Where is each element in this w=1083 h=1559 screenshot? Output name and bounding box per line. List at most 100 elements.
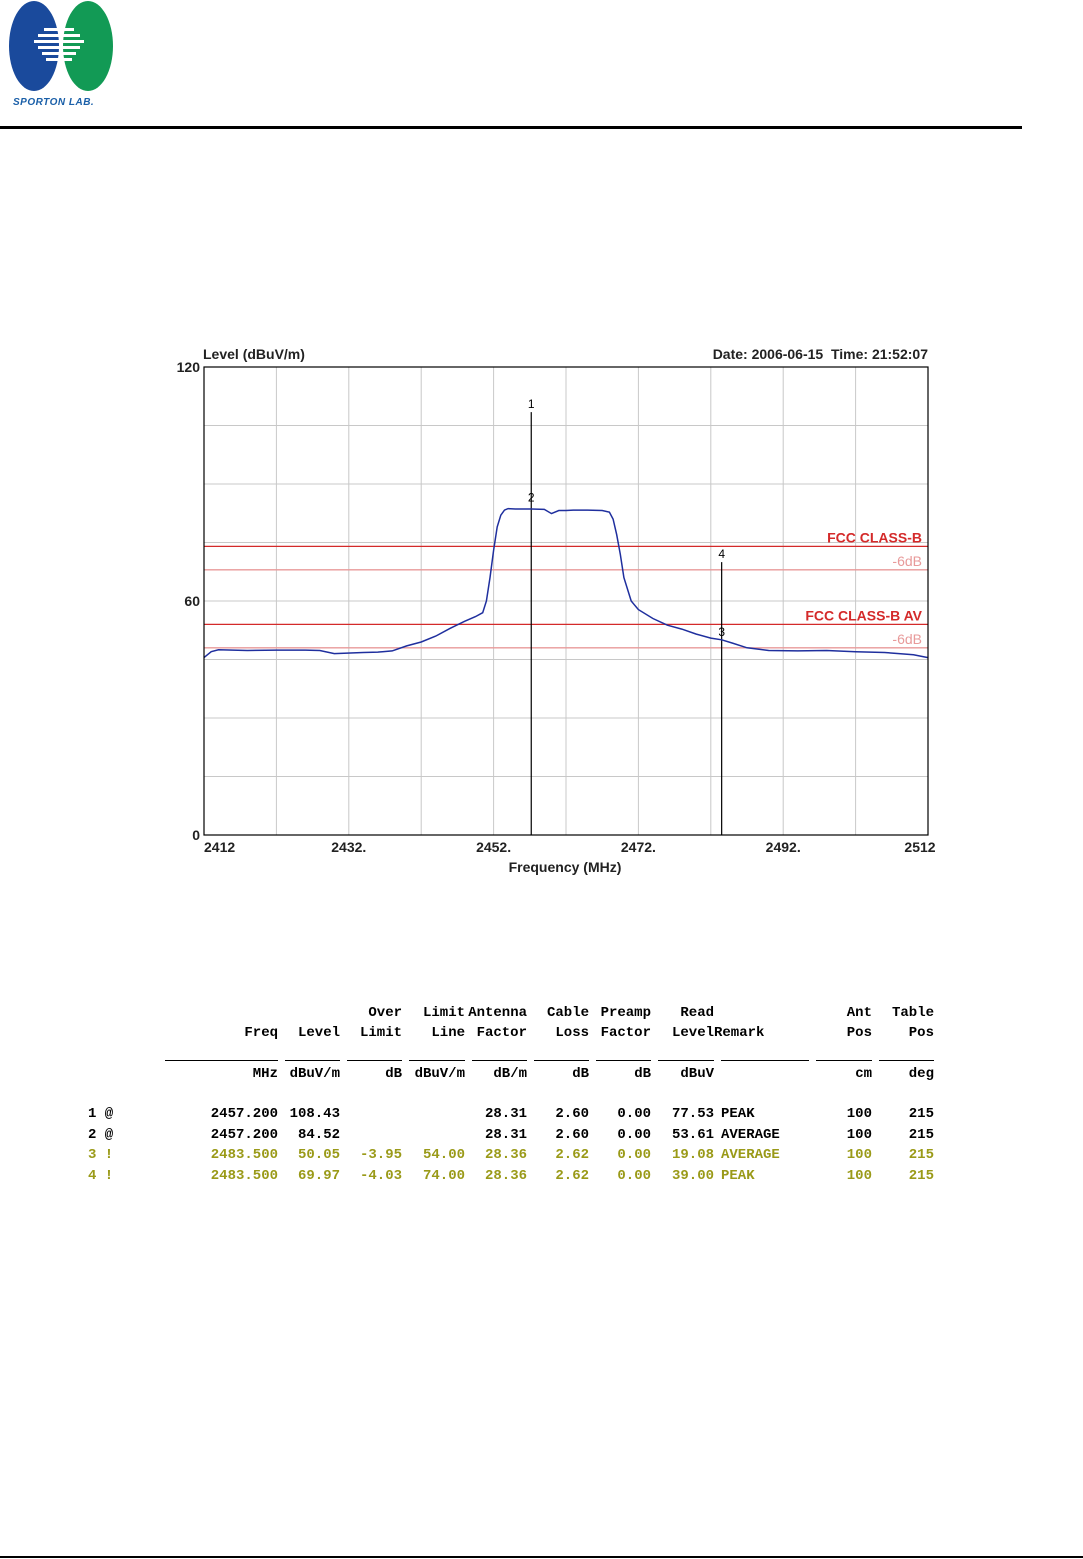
- rule-cell: [651, 1041, 714, 1061]
- y-axis-label: Level (dBuV/m): [203, 346, 305, 362]
- logo-text: SPORTON LAB.: [13, 97, 95, 108]
- x-tick-label: 2432.: [331, 839, 366, 855]
- trace-group: [203, 507, 929, 659]
- cell-ant: 28.31: [484, 1106, 527, 1122]
- cell-remark: AVERAGE: [721, 1126, 780, 1143]
- header-row-1: Over Limit Antenna Cable Preamp Read Ant Table: [88, 1000, 934, 1021]
- table-row: 3 ! 2483.500 50.05 -3.95 54.00 28.36 2.62 0.00 1…: [88, 1143, 934, 1163]
- rule-cell: [714, 1041, 809, 1061]
- table-row: 1 @ 2457.200 108.43 28.31 2.60 0.00 77.53 PEAK 1…: [88, 1102, 934, 1123]
- rule-cell: [527, 1041, 589, 1061]
- header-cell: Factor: [600, 1025, 651, 1041]
- cell-cable: 2.62: [555, 1167, 589, 1184]
- limit-lines: FCC CLASS-B -6dB FCC CLASS-B AV -6dB: [204, 529, 928, 649]
- cell-tablepos: 215: [908, 1147, 934, 1163]
- cell-limit: [402, 1122, 465, 1143]
- unit-cell: dBuV/m: [289, 1065, 340, 1082]
- cell-preamp: 0.00: [617, 1126, 651, 1143]
- limit-line-label: FCC CLASS-B AV: [805, 607, 922, 623]
- cell-limit: 54.00: [422, 1147, 465, 1163]
- header-row-2: Freq Level Limit Line Factor Loss Factor Level R…: [88, 1021, 934, 1042]
- footer-rule: [0, 1556, 1083, 1558]
- header-cell: Factor: [476, 1025, 527, 1041]
- cell-cable: 2.60: [555, 1126, 589, 1143]
- unit-cell: dBuV: [680, 1065, 714, 1082]
- table-row: 2 @ 2457.200 84.52 28.31 2.60 0.00 53.61 AVERAG…: [88, 1122, 934, 1143]
- cell-over: [340, 1122, 402, 1143]
- cell-limit: [402, 1102, 465, 1123]
- results-table: Over Limit Antenna Cable Preamp Read Ant Table …: [88, 1000, 934, 1184]
- cell-preamp: 0.00: [617, 1167, 651, 1184]
- marker-label: 1: [528, 397, 535, 411]
- cell-cable: 2.62: [555, 1147, 589, 1163]
- cell-mark: 1 @: [88, 1106, 114, 1122]
- y-tick-label: 0: [192, 827, 200, 843]
- unit-cell: cm: [855, 1065, 872, 1082]
- cell-level: 50.05: [297, 1147, 340, 1163]
- header-cell: [88, 1000, 158, 1021]
- unit-cell: [714, 1061, 809, 1082]
- header-cell: Loss: [555, 1025, 589, 1041]
- cell-over: -3.95: [359, 1147, 402, 1163]
- unit-cell: MHz: [252, 1065, 278, 1082]
- header-cell: [88, 1021, 158, 1042]
- header-cell: Table: [891, 1004, 934, 1021]
- rule-cell: [88, 1041, 158, 1061]
- cell-read: 39.00: [671, 1167, 714, 1184]
- rule-cell: [278, 1041, 340, 1061]
- header-cell: Remark: [714, 1025, 765, 1041]
- marker-label: 2: [528, 490, 535, 504]
- x-tick-labels: 2412 2432. 2452. 2472. 2492. 2512: [204, 839, 936, 855]
- cell-over: -4.03: [359, 1167, 402, 1184]
- unit-cell: deg: [908, 1065, 934, 1082]
- cell-tablepos: 215: [908, 1126, 934, 1143]
- cell-mark: 2 @: [88, 1126, 114, 1143]
- marker-lines: 1234: [528, 397, 725, 835]
- cell-mark: 4 !: [88, 1167, 114, 1184]
- header-cell: [278, 1000, 340, 1021]
- x-tick-label: 2512: [904, 839, 935, 855]
- y-tick-labels: 120 60 0: [177, 359, 201, 843]
- cell-preamp: 0.00: [617, 1147, 651, 1163]
- header-cell: Pos: [846, 1025, 872, 1041]
- x-tick-label: 2492.: [766, 839, 801, 855]
- y-tick-label: 60: [184, 593, 200, 609]
- header-cell: Read: [680, 1004, 714, 1021]
- x-tick-label: 2452.: [476, 839, 511, 855]
- x-tick-label: 2472.: [621, 839, 656, 855]
- cell-freq: 2457.200: [210, 1106, 278, 1122]
- cell-tablepos: 215: [908, 1106, 934, 1122]
- y-tick-label: 120: [177, 359, 201, 375]
- cell-freq: 2483.500: [210, 1147, 278, 1163]
- sporton-logo: [9, 1, 113, 91]
- cell-over: [340, 1102, 402, 1123]
- cell-remark: PEAK: [721, 1167, 755, 1184]
- limit-line-label: -6dB: [892, 631, 922, 647]
- limit-line-label: FCC CLASS-B: [827, 529, 922, 545]
- cell-antpos: 100: [846, 1106, 872, 1122]
- cell-level: 84.52: [297, 1126, 340, 1143]
- header-cell: Cable: [546, 1004, 589, 1021]
- cell-read: 53.61: [671, 1126, 714, 1143]
- cell-freq: 2483.500: [210, 1167, 278, 1184]
- cell-freq: 2457.200: [210, 1126, 278, 1143]
- cell-antpos: 100: [846, 1167, 872, 1184]
- cell-limit: 74.00: [422, 1167, 465, 1184]
- units-row: MHz dBuV/m dB dBuV/m dB/m dB dB dBuV cm deg: [88, 1061, 934, 1082]
- header-cell: Pos: [908, 1025, 934, 1041]
- header-cell: Level: [297, 1025, 340, 1041]
- header-rule: [0, 126, 1022, 129]
- rule-cell: [402, 1041, 465, 1061]
- chart-grid: [204, 367, 928, 835]
- rule-cell: [872, 1041, 934, 1061]
- header-cell: Freq: [244, 1025, 278, 1041]
- header-rule-row: [88, 1041, 934, 1061]
- header-cell: Antenna: [468, 1004, 527, 1021]
- plot-frame: [203, 366, 929, 836]
- unit-cell: [88, 1061, 158, 1082]
- cell-read: 19.08: [671, 1147, 714, 1163]
- header-cell: Limit: [422, 1004, 465, 1021]
- cell-read: 77.53: [671, 1106, 714, 1122]
- cell-ant: 28.31: [484, 1126, 527, 1143]
